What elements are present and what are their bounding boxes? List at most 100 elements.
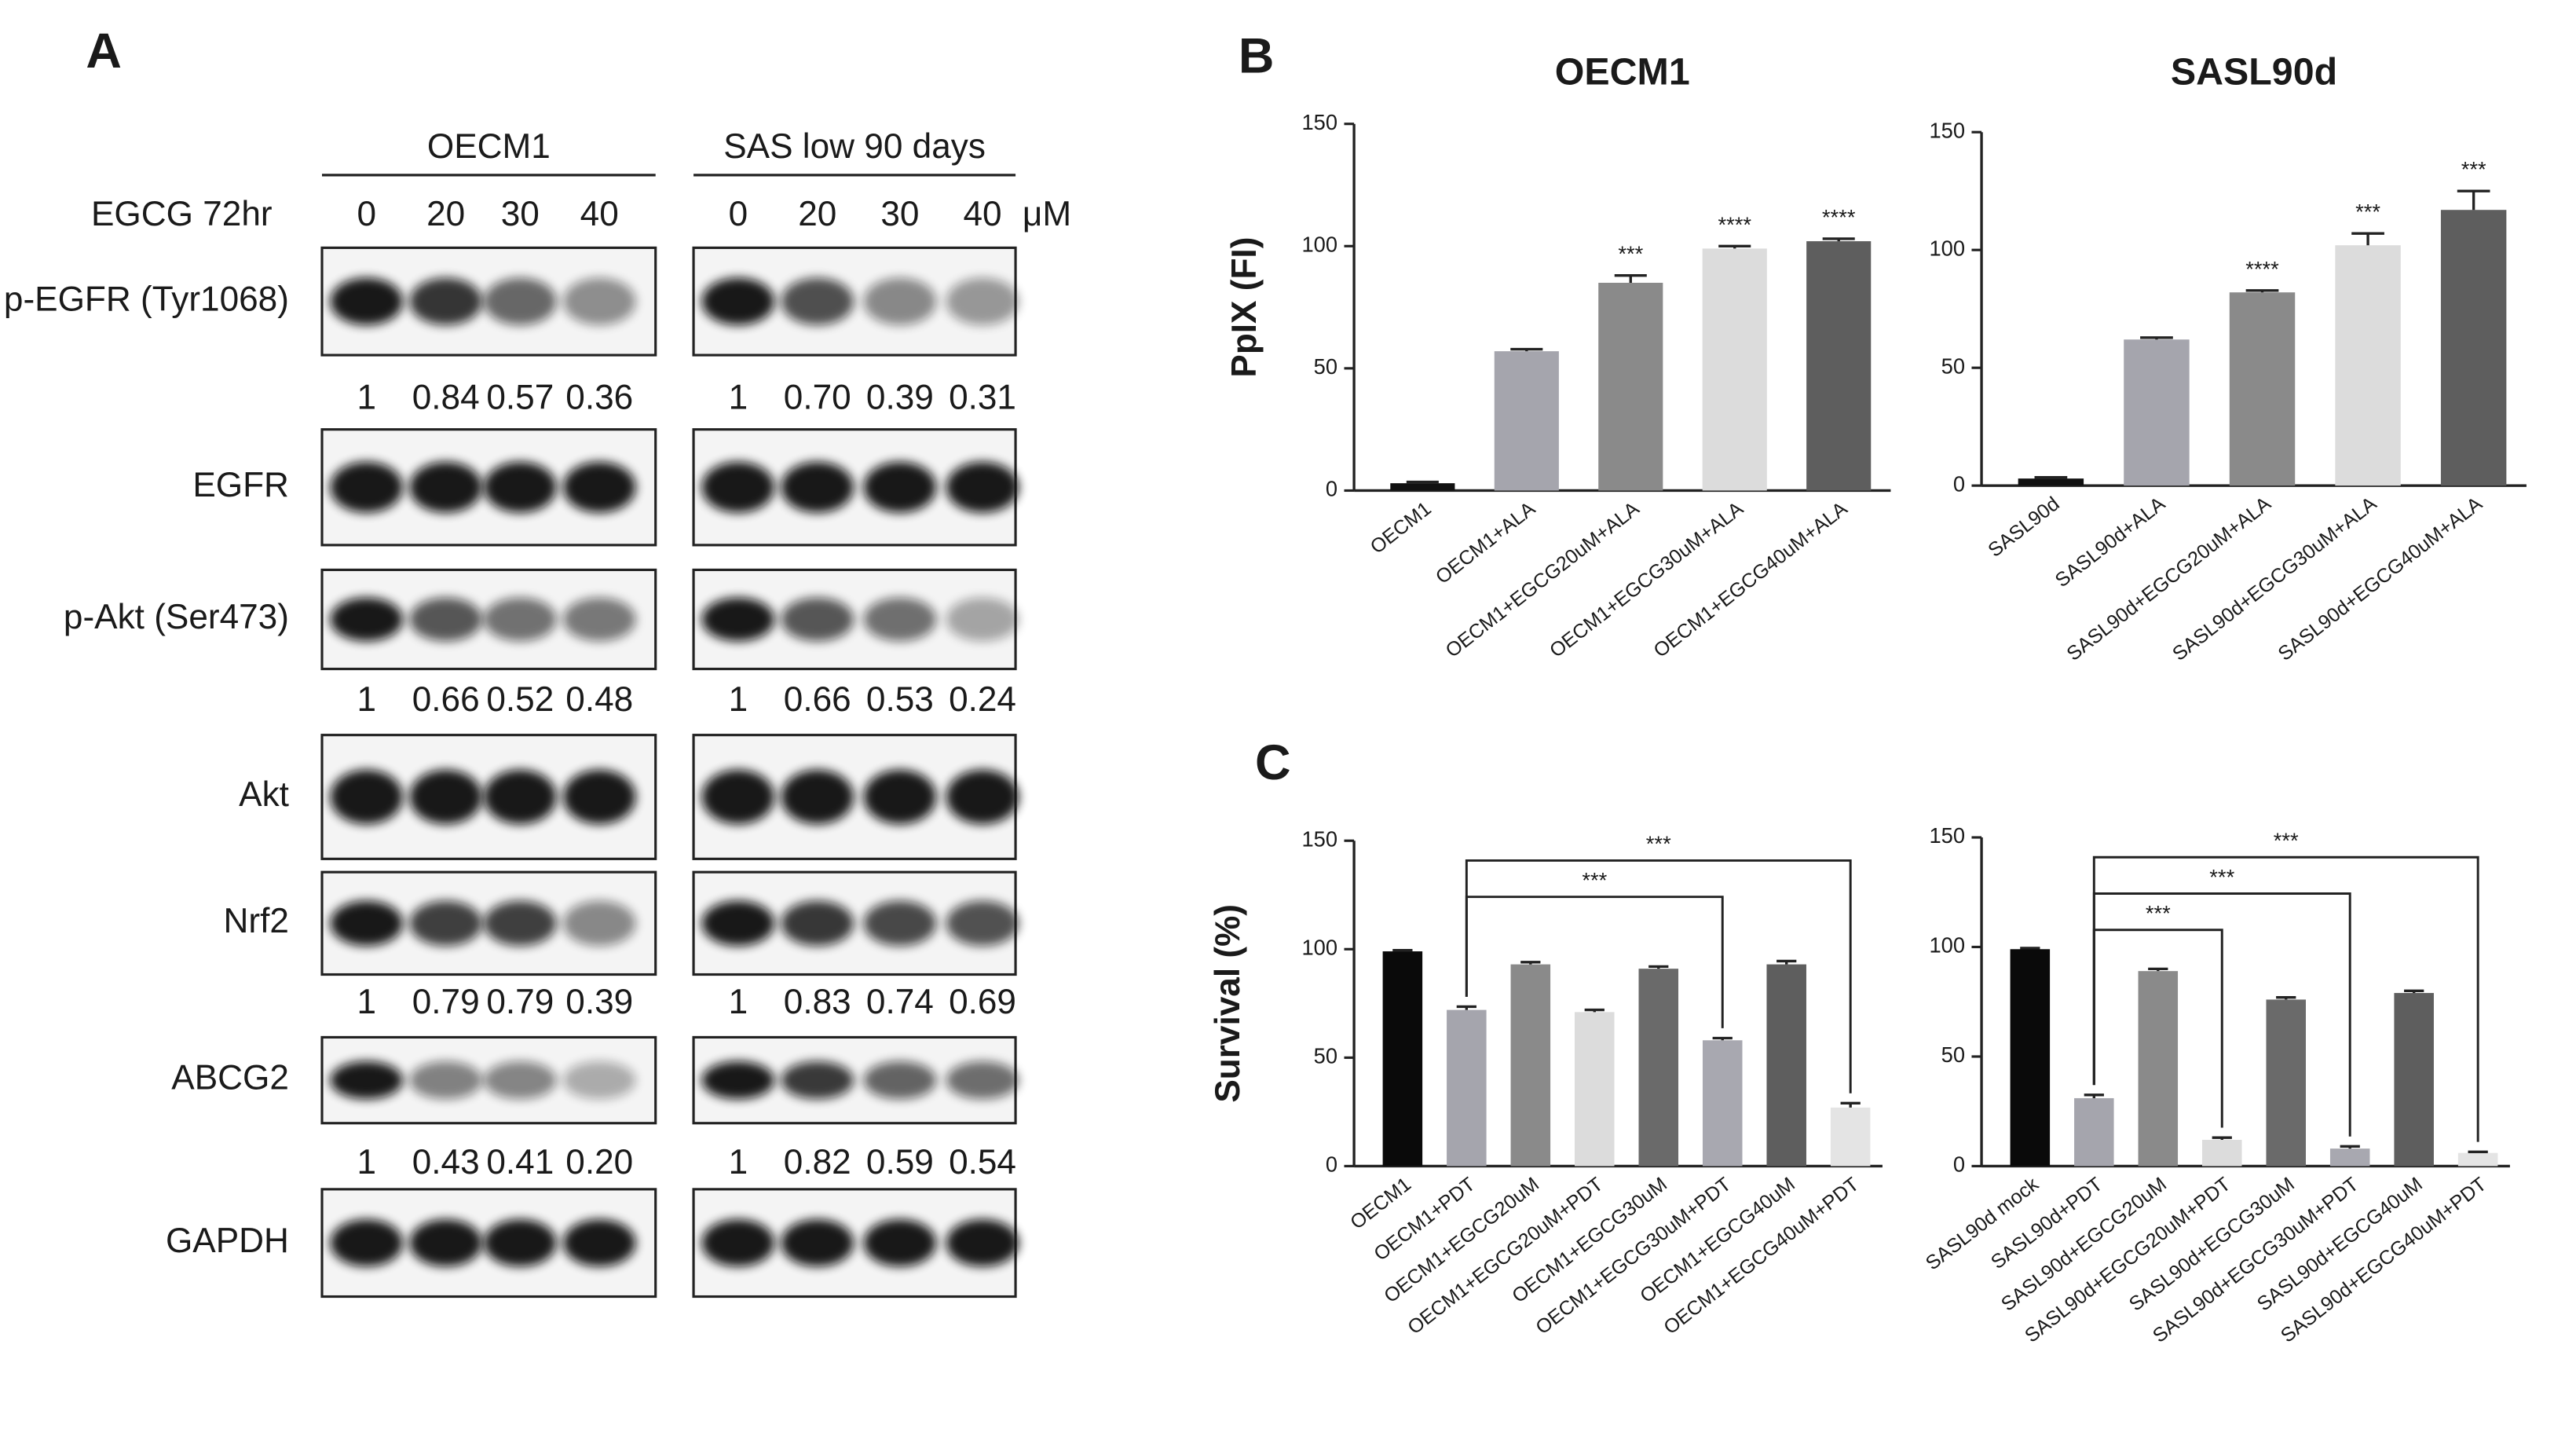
quant-label: 0.31 bbox=[949, 378, 1016, 416]
blot-band bbox=[781, 277, 854, 325]
group-label: SAS low 90 days bbox=[723, 127, 986, 166]
y-tick-label: 50 bbox=[1941, 354, 1965, 378]
bar bbox=[2138, 971, 2179, 1167]
blot-band bbox=[701, 900, 775, 947]
bar bbox=[1390, 483, 1455, 491]
quant-label: 0.74 bbox=[866, 983, 934, 1021]
blot-band bbox=[330, 1219, 404, 1267]
x-tick-label: SASL90d+EGCG40uM+ALA bbox=[2274, 493, 2486, 665]
quant-label: 1 bbox=[357, 378, 376, 416]
blot-band bbox=[409, 1219, 482, 1267]
quant-label: 1 bbox=[357, 1143, 376, 1181]
bar bbox=[2266, 999, 2306, 1167]
blot-band bbox=[330, 900, 404, 947]
blot-band bbox=[409, 769, 482, 825]
quant-label: 1 bbox=[729, 378, 748, 416]
quant-label: 0.39 bbox=[866, 378, 934, 416]
y-tick-label: 100 bbox=[1301, 233, 1337, 257]
blot-band bbox=[863, 769, 937, 825]
y-tick-label: 100 bbox=[1929, 236, 1965, 260]
y-tick-label: 150 bbox=[1929, 118, 1965, 142]
bar bbox=[1494, 351, 1559, 491]
x-tick-label: OECM1+EGCG30uM+ALA bbox=[1546, 497, 1747, 661]
error-bar bbox=[2340, 1145, 2360, 1149]
error-bar bbox=[1584, 1008, 1605, 1013]
blot-band bbox=[562, 900, 636, 947]
y-tick-label: 50 bbox=[1314, 1044, 1337, 1068]
blot-band bbox=[863, 900, 937, 947]
y-tick-label: 100 bbox=[1929, 933, 1965, 958]
protein-label: Akt bbox=[239, 775, 289, 814]
group-label: OECM1 bbox=[427, 127, 551, 166]
y-tick-label: 0 bbox=[1326, 1152, 1337, 1177]
significance-label: *** bbox=[1582, 868, 1607, 892]
quant-label: 0.41 bbox=[486, 1143, 554, 1181]
y-axis-label: Survival (%) bbox=[1209, 904, 1247, 1103]
significance-label: *** bbox=[1646, 832, 1671, 856]
bar bbox=[1702, 248, 1767, 491]
bar bbox=[1382, 951, 1423, 1167]
protein-label: GAPDH bbox=[166, 1222, 289, 1260]
significance-label: **** bbox=[1822, 205, 1856, 229]
bar bbox=[2329, 1148, 2370, 1167]
error-bar bbox=[1840, 1101, 1861, 1108]
blot-band bbox=[863, 461, 937, 513]
blot-band bbox=[484, 769, 557, 825]
x-tick-label: SASL90d+ALA bbox=[2051, 493, 2170, 592]
blot-band bbox=[409, 597, 482, 642]
blot-band bbox=[701, 1061, 775, 1100]
panel-label: A bbox=[86, 24, 122, 79]
error-bar bbox=[2020, 947, 2040, 950]
significance-label: *** bbox=[2461, 157, 2486, 181]
quant-label: 1 bbox=[729, 983, 748, 1021]
y-axis-label: PpIX (FI) bbox=[1225, 237, 1264, 378]
blot-band bbox=[863, 277, 937, 325]
quant-label: 0.52 bbox=[486, 680, 554, 719]
protein-label: ABCG2 bbox=[171, 1059, 289, 1097]
y-tick-label: 0 bbox=[1326, 477, 1337, 501]
quant-label: 0.20 bbox=[565, 1143, 633, 1181]
error-bar bbox=[2212, 1136, 2232, 1140]
x-tick-label: SASL90d+EGCG30uM+ALA bbox=[2168, 493, 2380, 665]
bar bbox=[1766, 964, 1806, 1167]
quant-label: 0.70 bbox=[784, 378, 851, 416]
blot-band bbox=[330, 277, 404, 325]
bar bbox=[2335, 245, 2401, 486]
significance-label: *** bbox=[2274, 829, 2299, 853]
blot-band bbox=[484, 900, 557, 947]
x-tick-label: OECM1+EGCG40uM+ALA bbox=[1650, 497, 1852, 661]
quant-label: 1 bbox=[357, 680, 376, 719]
blot-band bbox=[562, 277, 636, 325]
error-bar bbox=[2457, 189, 2490, 211]
bar bbox=[1598, 282, 1663, 491]
error-bar bbox=[2351, 232, 2384, 246]
quant-label: 0.84 bbox=[412, 378, 480, 416]
error-bar bbox=[1614, 273, 1647, 283]
panel-label: C bbox=[1255, 735, 1291, 790]
quant-label: 0.57 bbox=[486, 378, 554, 416]
bar bbox=[2074, 1097, 2114, 1167]
significance-bracket bbox=[1465, 859, 1852, 1093]
quant-label: 0.79 bbox=[412, 983, 480, 1021]
blot-band bbox=[781, 1061, 854, 1100]
error-bar bbox=[2140, 336, 2173, 340]
error-bar bbox=[1648, 965, 1669, 969]
bar bbox=[2010, 949, 2051, 1167]
dose-label: 40 bbox=[963, 195, 1001, 233]
quant-label: 0.69 bbox=[949, 983, 1016, 1021]
dose-label: 0 bbox=[357, 195, 376, 233]
error-bar bbox=[2404, 989, 2424, 994]
error-bar bbox=[2084, 1093, 2104, 1098]
bar bbox=[2440, 210, 2507, 486]
error-bar bbox=[1406, 480, 1439, 484]
bar bbox=[2394, 993, 2434, 1167]
quant-label: 0.82 bbox=[784, 1143, 851, 1181]
dose-label: 30 bbox=[501, 195, 540, 233]
bar bbox=[2229, 292, 2296, 486]
error-bar bbox=[2276, 995, 2296, 1000]
chart-title: OECM1 bbox=[1555, 50, 1690, 93]
dose-label: 0 bbox=[729, 195, 748, 233]
bar bbox=[2202, 1139, 2242, 1167]
blot-band bbox=[946, 900, 1019, 947]
blot-band bbox=[330, 597, 404, 642]
